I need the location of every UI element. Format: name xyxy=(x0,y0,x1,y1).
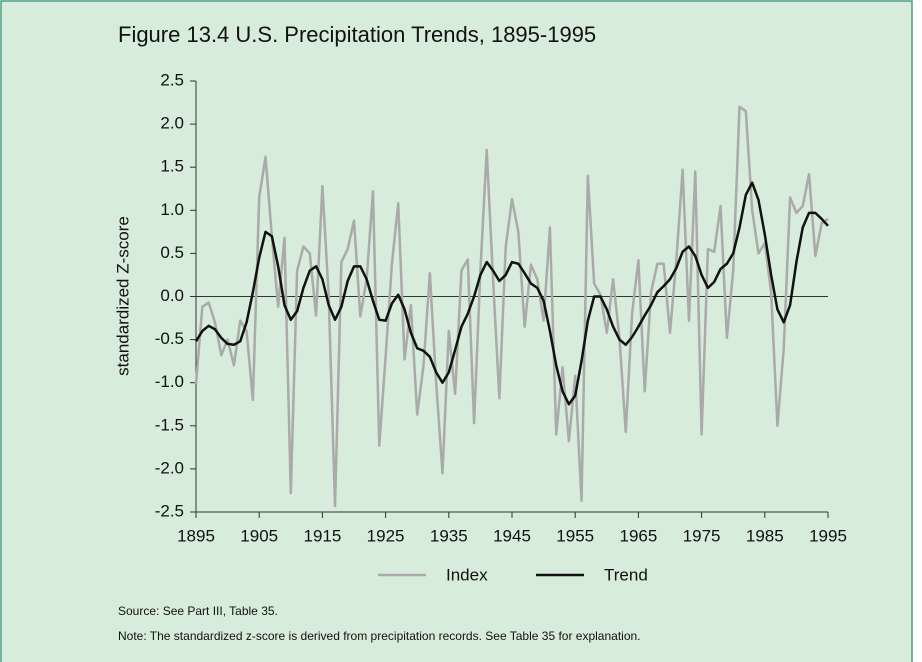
y-tick-label: -0.5 xyxy=(155,329,184,348)
series-line xyxy=(194,181,829,406)
y-tick-label: 1.5 xyxy=(160,157,184,176)
y-tick-label: 2.5 xyxy=(160,70,184,89)
source-note: Source: See Part III, Table 35. xyxy=(118,604,278,618)
x-tick-label: 1935 xyxy=(430,526,468,545)
explanation-note: Note: The standardized z-score is derive… xyxy=(118,629,641,643)
x-tick-label: 1915 xyxy=(303,526,341,545)
y-tick-label: -2.0 xyxy=(155,458,184,477)
y-tick-label: 2.0 xyxy=(160,114,184,133)
y-tick-label: -2.5 xyxy=(155,501,184,520)
x-tick-label: 1945 xyxy=(493,526,531,545)
x-tick-label: 1925 xyxy=(367,526,405,545)
legend-label: Trend xyxy=(604,565,648,584)
legend-label: Index xyxy=(446,565,488,584)
x-tick-label: 1955 xyxy=(556,526,594,545)
y-tick-label: 0.5 xyxy=(160,243,184,262)
x-tick-label: 1975 xyxy=(683,526,721,545)
x-tick-label: 1965 xyxy=(619,526,657,545)
x-tick-label: 1895 xyxy=(177,526,215,545)
series-line xyxy=(194,105,829,508)
y-tick-label: -1.5 xyxy=(155,415,184,434)
x-tick-label: 1995 xyxy=(809,526,847,545)
chart-title: Figure 13.4 U.S. Precipitation Trends, 1… xyxy=(118,22,596,47)
x-tick-label: 1905 xyxy=(240,526,278,545)
y-tick-label: 0.0 xyxy=(160,286,184,305)
y-axis-label: standardized Z-score xyxy=(113,216,132,376)
x-tick-label: 1985 xyxy=(746,526,784,545)
y-tick-label: -1.0 xyxy=(155,372,184,391)
y-tick-label: 1.0 xyxy=(160,200,184,219)
